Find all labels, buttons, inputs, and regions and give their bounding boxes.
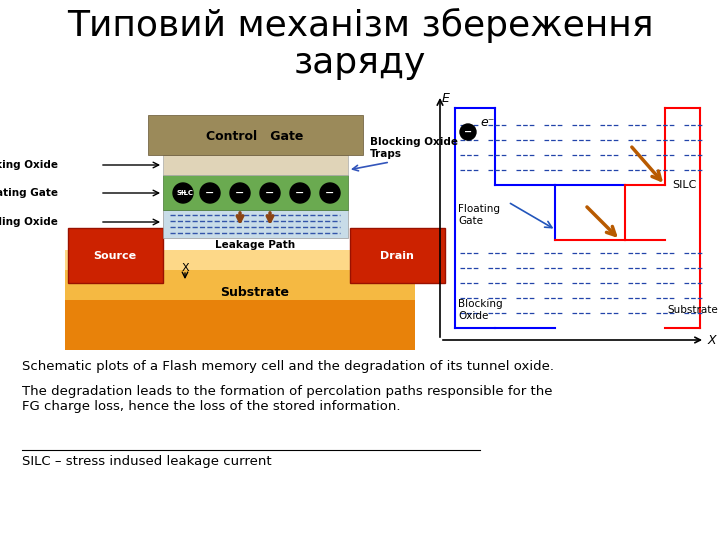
Text: Substrate: Substrate <box>667 305 718 315</box>
Text: e⁻: e⁻ <box>480 116 495 129</box>
Text: Control   Gate: Control Gate <box>207 130 304 143</box>
Text: Типовий механізм збереження: Типовий механізм збереження <box>67 8 653 43</box>
Text: заряду: заряду <box>294 46 426 80</box>
Bar <box>163 210 348 238</box>
Circle shape <box>260 183 280 203</box>
Bar <box>65 250 415 300</box>
Circle shape <box>460 124 476 140</box>
Text: −: − <box>235 188 245 198</box>
Text: Blocking Oxide
Traps: Blocking Oxide Traps <box>370 137 458 159</box>
Text: Drain: Drain <box>380 251 414 261</box>
Text: Source: Source <box>94 251 137 261</box>
Text: Substrate: Substrate <box>220 286 289 299</box>
Text: −: − <box>265 188 275 198</box>
Bar <box>65 250 415 270</box>
Text: Blocking
Oxide: Blocking Oxide <box>458 299 503 321</box>
Text: Schematic plots of a Flash memory cell and the degradation of its tunnel oxide.: Schematic plots of a Flash memory cell a… <box>22 360 554 373</box>
Text: −: − <box>464 127 472 137</box>
Text: Leakage Path: Leakage Path <box>215 240 295 250</box>
Bar <box>163 155 348 175</box>
Text: Floating Gate: Floating Gate <box>0 188 58 198</box>
Circle shape <box>290 183 310 203</box>
Text: −: − <box>205 188 215 198</box>
Text: SILC – stress indused leakage current: SILC – stress indused leakage current <box>22 455 271 468</box>
Text: E: E <box>442 92 450 105</box>
Bar <box>148 115 363 155</box>
Bar <box>163 175 348 210</box>
Circle shape <box>230 183 250 203</box>
Text: Blocking Oxide: Blocking Oxide <box>0 160 58 170</box>
Text: X: X <box>181 263 189 273</box>
Text: −: − <box>325 188 335 198</box>
Text: SILC: SILC <box>176 190 194 196</box>
Circle shape <box>200 183 220 203</box>
Text: X: X <box>708 334 716 347</box>
Text: −: − <box>179 188 188 198</box>
Text: Tunneling Oxide: Tunneling Oxide <box>0 217 58 227</box>
Circle shape <box>173 183 193 203</box>
Text: The degradation leads to the formation of percolation paths responsible for the
: The degradation leads to the formation o… <box>22 385 552 413</box>
Text: SILC: SILC <box>672 180 696 190</box>
Bar <box>65 250 415 350</box>
Bar <box>68 228 163 283</box>
Circle shape <box>320 183 340 203</box>
Text: −: − <box>295 188 305 198</box>
Text: Floating
Gate: Floating Gate <box>458 204 500 226</box>
Bar <box>350 228 445 283</box>
